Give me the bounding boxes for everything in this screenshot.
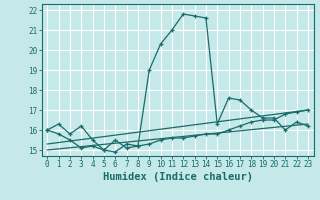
X-axis label: Humidex (Indice chaleur): Humidex (Indice chaleur) (103, 172, 252, 182)
